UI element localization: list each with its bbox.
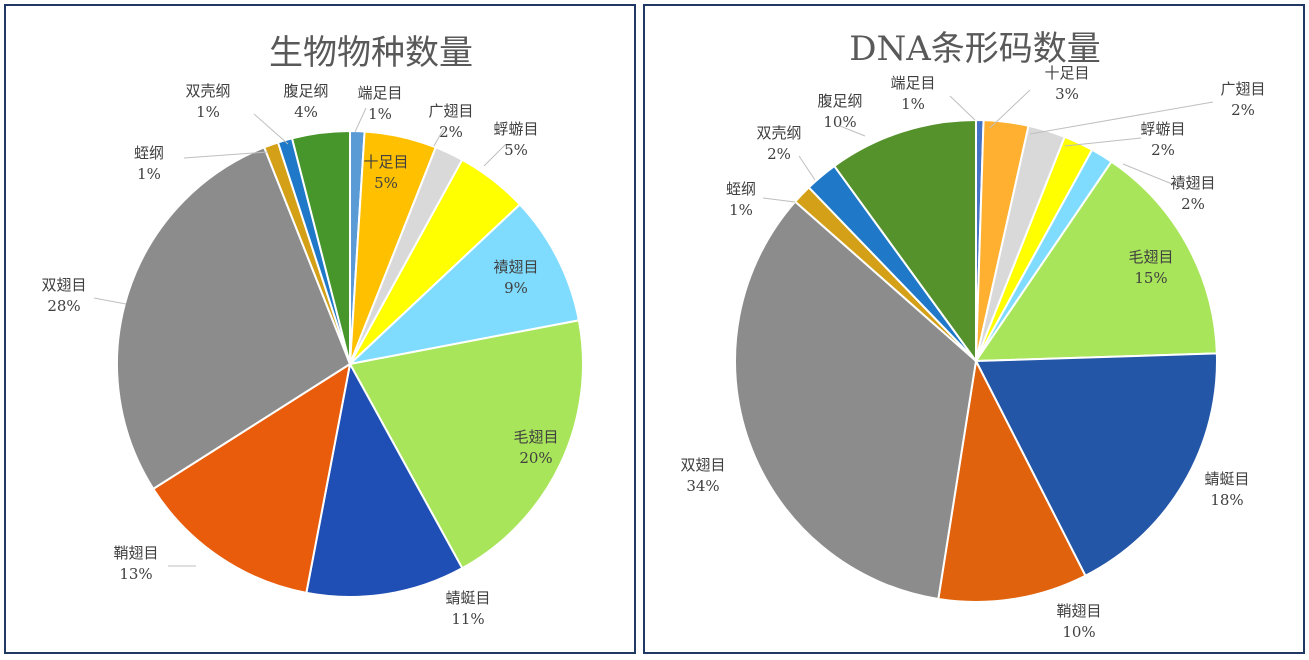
leader-line <box>949 95 976 121</box>
slice-label-name: 蜉蝣目 <box>493 120 538 138</box>
pie-slice-毛翅目 <box>348 319 584 570</box>
slice-label-percent: 5% <box>374 174 398 192</box>
slice-label-name: 鞘翅目 <box>113 544 158 562</box>
slice-label-name: 蜻蜓目 <box>1204 470 1249 488</box>
slice-label-percent: 10% <box>1062 623 1095 641</box>
leader-line <box>839 125 866 137</box>
slice-label-name: 十足目 <box>1044 64 1089 82</box>
chart-title: DNA条形码数量 <box>849 29 1101 69</box>
slice-label-percent: 1% <box>137 165 161 183</box>
pie-slice-毛翅目 <box>974 160 1218 363</box>
slice-label-percent: 2% <box>439 123 463 141</box>
pie-slice-蜻蜓目 <box>305 361 464 598</box>
slice-label-name: 双壳纲 <box>756 124 801 142</box>
slice-label-percent: 1% <box>196 103 220 121</box>
slice-label-name: 十足目 <box>363 153 408 171</box>
slice-label-percent: 5% <box>504 141 528 159</box>
slice-label-name: 蜉蝣目 <box>1140 120 1185 138</box>
slice-label-percent: 1% <box>901 95 925 113</box>
species-count-pie-chart: 生物物种数量 端足目 1% 十足目 5% 广翅目 2% 蜉蝣目 5% 襀翅目 9% 毛翅目 20% 蜻蜓… <box>41 33 584 628</box>
leader-line <box>433 127 445 147</box>
pie-slice-鞘翅目 <box>151 361 352 595</box>
pie-slice-腹足纲 <box>290 129 351 365</box>
chart-title: 生物物种数量 <box>269 33 473 73</box>
slice-label-name: 双壳纲 <box>185 82 230 100</box>
slice-label-percent: 2% <box>767 145 791 163</box>
slice-label-name: 毛翅目 <box>513 428 558 446</box>
slice-label-percent: 28% <box>47 297 80 315</box>
slice-label-name: 双翅目 <box>680 456 725 474</box>
slice-label-percent: 2% <box>1181 195 1205 213</box>
dna-barcode-count-chart-panel: DNA条形码数量 端足目 1% 十足目 3% 广翅目 2% 蜉蝣目 2% 襀翅目 2% 毛翅目 15%… <box>643 4 1305 654</box>
pie-slice-腹足纲 <box>832 118 977 365</box>
pie-slice-双翅目 <box>116 146 352 491</box>
leader-line <box>93 297 127 305</box>
pie-slice-蜻蜓目 <box>974 352 1218 578</box>
slice-label-name: 蜻蜓目 <box>445 589 490 607</box>
leader-line <box>989 89 1031 129</box>
slice-label-percent: 2% <box>1151 141 1175 159</box>
slice-label-percent: 10% <box>823 113 856 131</box>
leader-line <box>1064 137 1142 147</box>
slice-label-percent: 11% <box>451 610 484 628</box>
leader-line <box>483 143 507 167</box>
slice-label-name: 腹足纲 <box>283 82 328 100</box>
slice-label-percent: 2% <box>1231 101 1255 119</box>
dna-barcode-count-pie-chart: DNA条形码数量 端足目 1% 十足目 3% 广翅目 2% 蜉蝣目 2% 襀翅目 2% 毛翅目 15%… <box>680 29 1265 641</box>
slice-label-name: 端足目 <box>357 84 402 102</box>
leader-line <box>1122 163 1178 187</box>
leader-line <box>253 113 289 145</box>
leader-line <box>183 151 269 159</box>
slice-label-name: 蛭纲 <box>134 144 164 162</box>
slice-label-percent: 1% <box>729 201 753 219</box>
slice-label-name: 襀翅目 <box>493 258 538 276</box>
slice-label-percent: 15% <box>1134 269 1167 287</box>
slice-label-name: 广翅目 <box>428 102 473 120</box>
slice-label-percent: 18% <box>1210 491 1243 509</box>
species-count-chart-panel: 生物物种数量 端足目 1% 十足目 5% 广翅目 2% 蜉蝣目 5% 襀翅目 9% 毛翅目 20% 蜻蜓… <box>4 4 636 654</box>
slice-label-percent: 9% <box>504 279 528 297</box>
slice-label-percent: 34% <box>686 477 719 495</box>
leader-line <box>354 107 367 133</box>
slice-label-percent: 4% <box>294 103 318 121</box>
slice-label-name: 襀翅目 <box>1170 174 1215 192</box>
slice-label-name: 鞘翅目 <box>1056 602 1101 620</box>
slice-label-name: 毛翅目 <box>1128 248 1173 266</box>
leader-line <box>798 155 816 181</box>
slice-label-percent: 13% <box>119 565 152 583</box>
leader-line <box>1029 101 1214 135</box>
slice-label-name: 腹足纲 <box>817 92 862 110</box>
pie-slice-襀翅目 <box>346 203 581 366</box>
slice-label-name: 广翅目 <box>1220 80 1265 98</box>
slice-label-percent: 1% <box>368 105 392 123</box>
slice-label-name: 双翅目 <box>41 276 86 294</box>
slice-label-percent: 3% <box>1055 85 1079 103</box>
pie-slice-双翅目 <box>734 200 978 601</box>
slice-label-name: 端足目 <box>890 74 935 92</box>
slice-label-name: 蛭纲 <box>726 180 756 198</box>
slice-label-percent: 20% <box>519 449 552 467</box>
leader-line <box>762 197 796 203</box>
pie-slice-鞘翅目 <box>937 357 1087 603</box>
